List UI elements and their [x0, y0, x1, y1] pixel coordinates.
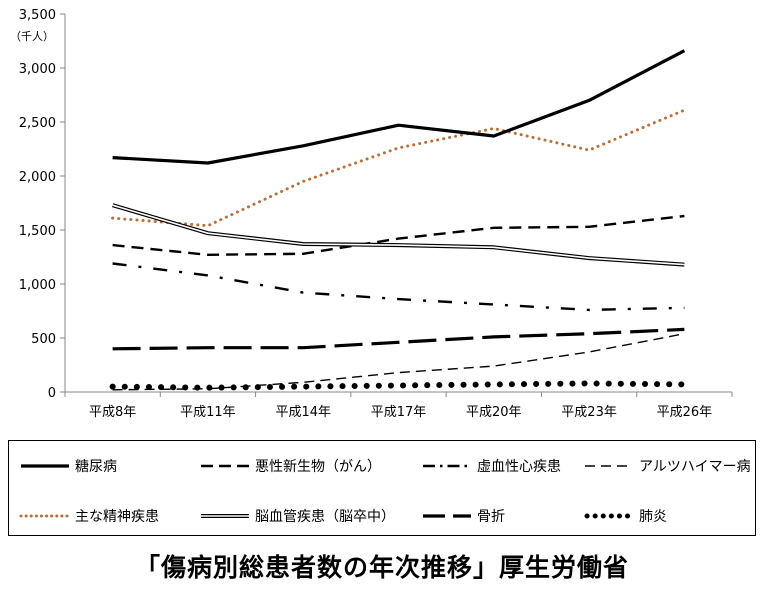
series-line-path	[112, 214, 685, 257]
series-line-path	[111, 108, 686, 228]
legend-label-cancer: 悪性新生物（がん）	[255, 459, 381, 475]
legend-swatch-cancer	[201, 464, 249, 468]
y-tick-label: 1,000	[19, 278, 56, 293]
series-5-line	[112, 203, 685, 267]
x-tick-label: 平成14年	[275, 405, 331, 420]
x-tick-label: 平成8年	[89, 405, 136, 420]
legend-item-stroke: 脳血管疾患（脳卒中）	[199, 505, 395, 527]
x-tick-label: 平成11年	[180, 405, 236, 420]
series-line-path	[112, 204, 685, 266]
series-line-path	[109, 380, 688, 391]
legend-label-mental: 主な精神疾患	[75, 509, 159, 525]
series-0-line	[112, 49, 686, 165]
series-4-line	[111, 108, 686, 228]
legend-label-fracture: 骨折	[477, 509, 505, 525]
line-chart: 05001,0001,5002,0002,5003,0003,500 平成8年平…	[19, 8, 733, 420]
series-line-path	[112, 327, 685, 351]
series-6-line	[112, 327, 685, 351]
y-tick-label: 500	[31, 332, 56, 347]
legend-label-diabetes: 糖尿病	[75, 459, 117, 475]
legend-item-ischemic-heart: 虚血性心疾患	[421, 455, 561, 477]
legend-label-alzheimer: アルツハイマー病	[639, 459, 751, 475]
y-axis-unit-label: （千人）	[10, 30, 54, 43]
legend-label-stroke: 脳血管疾患（脳卒中）	[255, 509, 395, 525]
series-7-line	[109, 380, 688, 391]
series-2-line	[112, 262, 685, 312]
series-line-path	[112, 49, 686, 165]
y-tick-label: 2,000	[19, 170, 56, 185]
y-tick-label: 3,000	[19, 62, 56, 77]
series-1-line	[112, 214, 685, 257]
legend-swatch-ischemic-heart	[423, 464, 471, 468]
legend-item-fracture: 骨折	[421, 505, 505, 527]
series-line-path	[112, 203, 685, 267]
source-caption: 「傷病別総患者数の年次推移」厚生労働省	[134, 553, 629, 582]
legend-swatch-alzheimer	[585, 465, 633, 467]
y-tick-label: 3,500	[19, 8, 56, 23]
x-tick-labels: 平成8年 平成11年 平成14年 平成17年 平成20年 平成23年 平成26年	[89, 405, 712, 420]
y-tick-label: 0	[48, 386, 56, 401]
legend-item-mental: 主な精神疾患	[19, 505, 159, 527]
legend-item-alzheimer: アルツハイマー病	[583, 455, 751, 477]
legend-swatch-stroke	[201, 514, 249, 518]
legend-swatch-mental	[19, 514, 71, 518]
x-tick-label: 平成23年	[561, 405, 617, 420]
chart-legend: 糖尿病 悪性新生物（がん） 虚血性心疾患 アルツハイマー病 主な精神疾患 脳血管…	[8, 440, 756, 536]
series-lines	[109, 49, 688, 391]
y-tick-label: 2,500	[19, 116, 56, 131]
legend-item-diabetes: 糖尿病	[19, 455, 117, 477]
legend-swatch-fracture	[423, 514, 471, 518]
chart-axes	[60, 13, 733, 397]
x-tick-label: 平成20年	[466, 405, 522, 420]
x-tick-label: 平成17年	[371, 405, 427, 420]
legend-swatch-diabetes	[21, 464, 69, 468]
series-line-path	[112, 262, 685, 312]
legend-item-cancer: 悪性新生物（がん）	[199, 455, 381, 477]
y-tick-labels: 0 500 1,000 1,500 2,000 2,500 3,000 3,500	[19, 8, 56, 401]
legend-swatch-pneumonia	[584, 513, 635, 519]
legend-item-pneumonia: 肺炎	[583, 505, 667, 527]
x-tick-label: 平成26年	[657, 405, 713, 420]
legend-label-ischemic-heart: 虚血性心疾患	[477, 459, 561, 475]
y-tick-label: 1,500	[19, 224, 56, 239]
legend-label-pneumonia: 肺炎	[639, 509, 667, 525]
